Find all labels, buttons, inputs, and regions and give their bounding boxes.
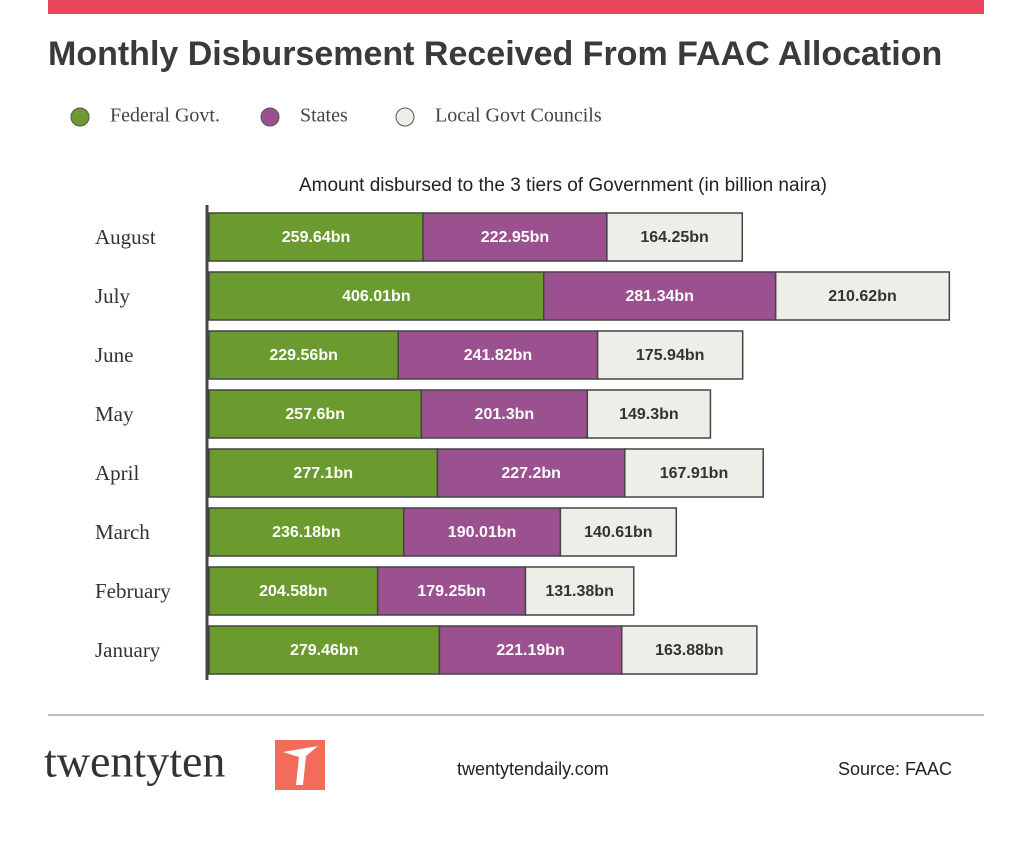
- bar-segment: [208, 507, 405, 557]
- legend-swatch: [70, 107, 90, 127]
- bar-segment: [436, 448, 626, 498]
- chart-subtitle: Amount disbursed to the 3 tiers of Gover…: [299, 175, 827, 196]
- value-label: 221.19bn: [496, 642, 564, 659]
- value-label: 241.82bn: [464, 347, 532, 364]
- y-tick-label: July: [95, 284, 131, 308]
- value-label: 229.56bn: [269, 347, 337, 364]
- top-band: [48, 0, 984, 14]
- bar-segment: [559, 507, 678, 557]
- value-label: 201.3bn: [475, 406, 535, 423]
- bar-segment: [208, 389, 423, 439]
- source: Source: FAAC: [838, 759, 952, 779]
- bar-segment: [438, 625, 623, 675]
- bar-segment: [586, 389, 712, 439]
- value-label: 281.34bn: [625, 288, 693, 305]
- value-label: 210.62bn: [828, 288, 896, 305]
- bar-segment: [208, 566, 379, 616]
- bar-segment: [422, 212, 608, 262]
- value-label: 131.38bn: [545, 583, 613, 600]
- value-label: 279.46bn: [290, 642, 358, 659]
- bar-segment: [621, 625, 758, 675]
- value-label: 257.6bn: [285, 406, 345, 423]
- y-tick-label: March: [95, 520, 150, 544]
- legend-label: Federal Govt.: [110, 105, 220, 127]
- value-label: 164.25bn: [640, 229, 708, 246]
- chart-title: Monthly Disbursement Received From FAAC …: [48, 35, 942, 73]
- bar-segment: [397, 330, 599, 380]
- bar-segment: [624, 448, 764, 498]
- bar-segment: [208, 330, 400, 380]
- y-tick-label: May: [95, 402, 134, 426]
- bar-segment: [208, 448, 439, 498]
- y-tick-label: June: [95, 343, 134, 367]
- value-label: 227.2bn: [501, 465, 561, 482]
- y-tick-label: April: [95, 461, 139, 485]
- bar-segment: [376, 566, 527, 616]
- bar-segment: [596, 330, 744, 380]
- legend-label: States: [300, 105, 348, 127]
- bar-segment: [524, 566, 635, 616]
- value-label: 277.1bn: [293, 465, 353, 482]
- value-label: 149.3bn: [619, 406, 679, 423]
- bar-segment: [208, 212, 424, 262]
- legend-swatch: [260, 107, 280, 127]
- y-tick-label: January: [95, 638, 161, 662]
- y-tick-label: February: [95, 579, 171, 603]
- value-label: 140.61bn: [584, 524, 652, 541]
- value-label: 190.01bn: [448, 524, 516, 541]
- legend-swatch: [395, 107, 415, 127]
- value-label: 406.01bn: [342, 288, 410, 305]
- bar-segment: [208, 625, 441, 675]
- plot-area: August 259.64bn 222.95bn 164.25bn July 406.01…: [95, 212, 951, 675]
- y-tick-label: August: [95, 225, 156, 249]
- legend-label: Local Govt Councils: [435, 105, 602, 127]
- value-label: 167.91bn: [660, 465, 728, 482]
- bar-segment: [606, 212, 744, 262]
- value-label: 204.58bn: [259, 583, 327, 600]
- value-label: 222.95bn: [481, 229, 549, 246]
- legend: Federal Govt. States Local Govt Councils: [70, 105, 602, 127]
- brand: twentyten: [44, 736, 225, 787]
- bar-segment: [402, 507, 562, 557]
- website: twentytendaily.com: [457, 759, 609, 779]
- bar-segment: [774, 271, 951, 321]
- brand-logo: [275, 740, 325, 790]
- value-label: 175.94bn: [636, 347, 704, 364]
- value-label: 163.88bn: [655, 642, 723, 659]
- value-label: 259.64bn: [282, 229, 350, 246]
- value-label: 179.25bn: [417, 583, 485, 600]
- bar-segment: [542, 271, 777, 321]
- value-label: 236.18bn: [272, 524, 340, 541]
